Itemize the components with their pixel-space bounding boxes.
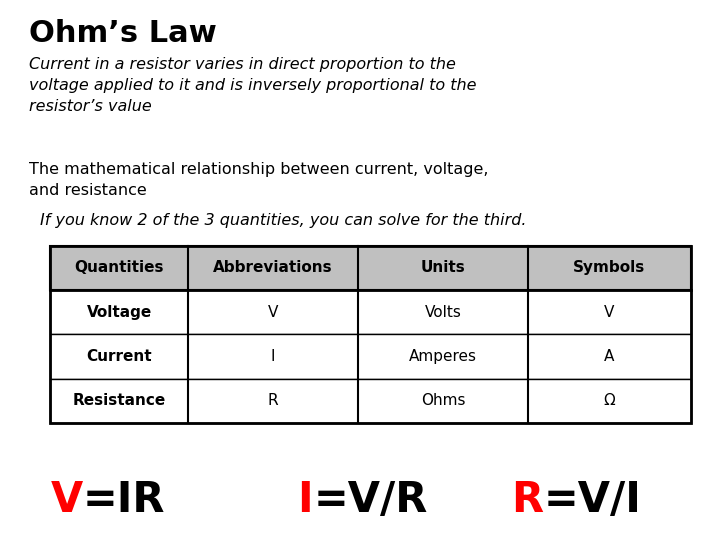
Text: Current in a resistor varies in direct proportion to the
voltage applied to it a: Current in a resistor varies in direct p… [29, 57, 477, 114]
Text: =V/I: =V/I [544, 478, 642, 521]
Bar [50, 379, 691, 423]
Text: Abbreviations: Abbreviations [213, 260, 333, 275]
Bar [50, 246, 691, 423]
Text: If you know 2 of the 3 quantities, you can solve for the third.: If you know 2 of the 3 quantities, you c… [40, 213, 526, 228]
Text: R: R [268, 393, 279, 408]
Text: V: V [604, 305, 615, 320]
Text: Ohm’s Law: Ohm’s Law [29, 19, 217, 48]
Text: Ohms: Ohms [420, 393, 465, 408]
Text: R: R [511, 478, 544, 521]
Text: Volts: Volts [425, 305, 462, 320]
Text: Ω: Ω [603, 393, 616, 408]
Text: V: V [50, 478, 83, 521]
Text: Quantities: Quantities [75, 260, 164, 275]
Text: Symbols: Symbols [573, 260, 646, 275]
Bar [50, 290, 691, 334]
Text: =IR: =IR [83, 478, 166, 521]
Text: A: A [604, 349, 615, 364]
Text: Amperes: Amperes [409, 349, 477, 364]
Text: Voltage: Voltage [86, 305, 152, 320]
Bar [50, 334, 691, 379]
Text: V: V [268, 305, 278, 320]
Bar [50, 246, 691, 290]
Text: I: I [297, 478, 313, 521]
Text: Current: Current [86, 349, 152, 364]
Text: The mathematical relationship between current, voltage,
and resistance: The mathematical relationship between cu… [29, 162, 488, 198]
Text: Resistance: Resistance [73, 393, 166, 408]
Text: Units: Units [420, 260, 465, 275]
Text: =V/R: =V/R [313, 478, 428, 521]
Text: I: I [271, 349, 275, 364]
